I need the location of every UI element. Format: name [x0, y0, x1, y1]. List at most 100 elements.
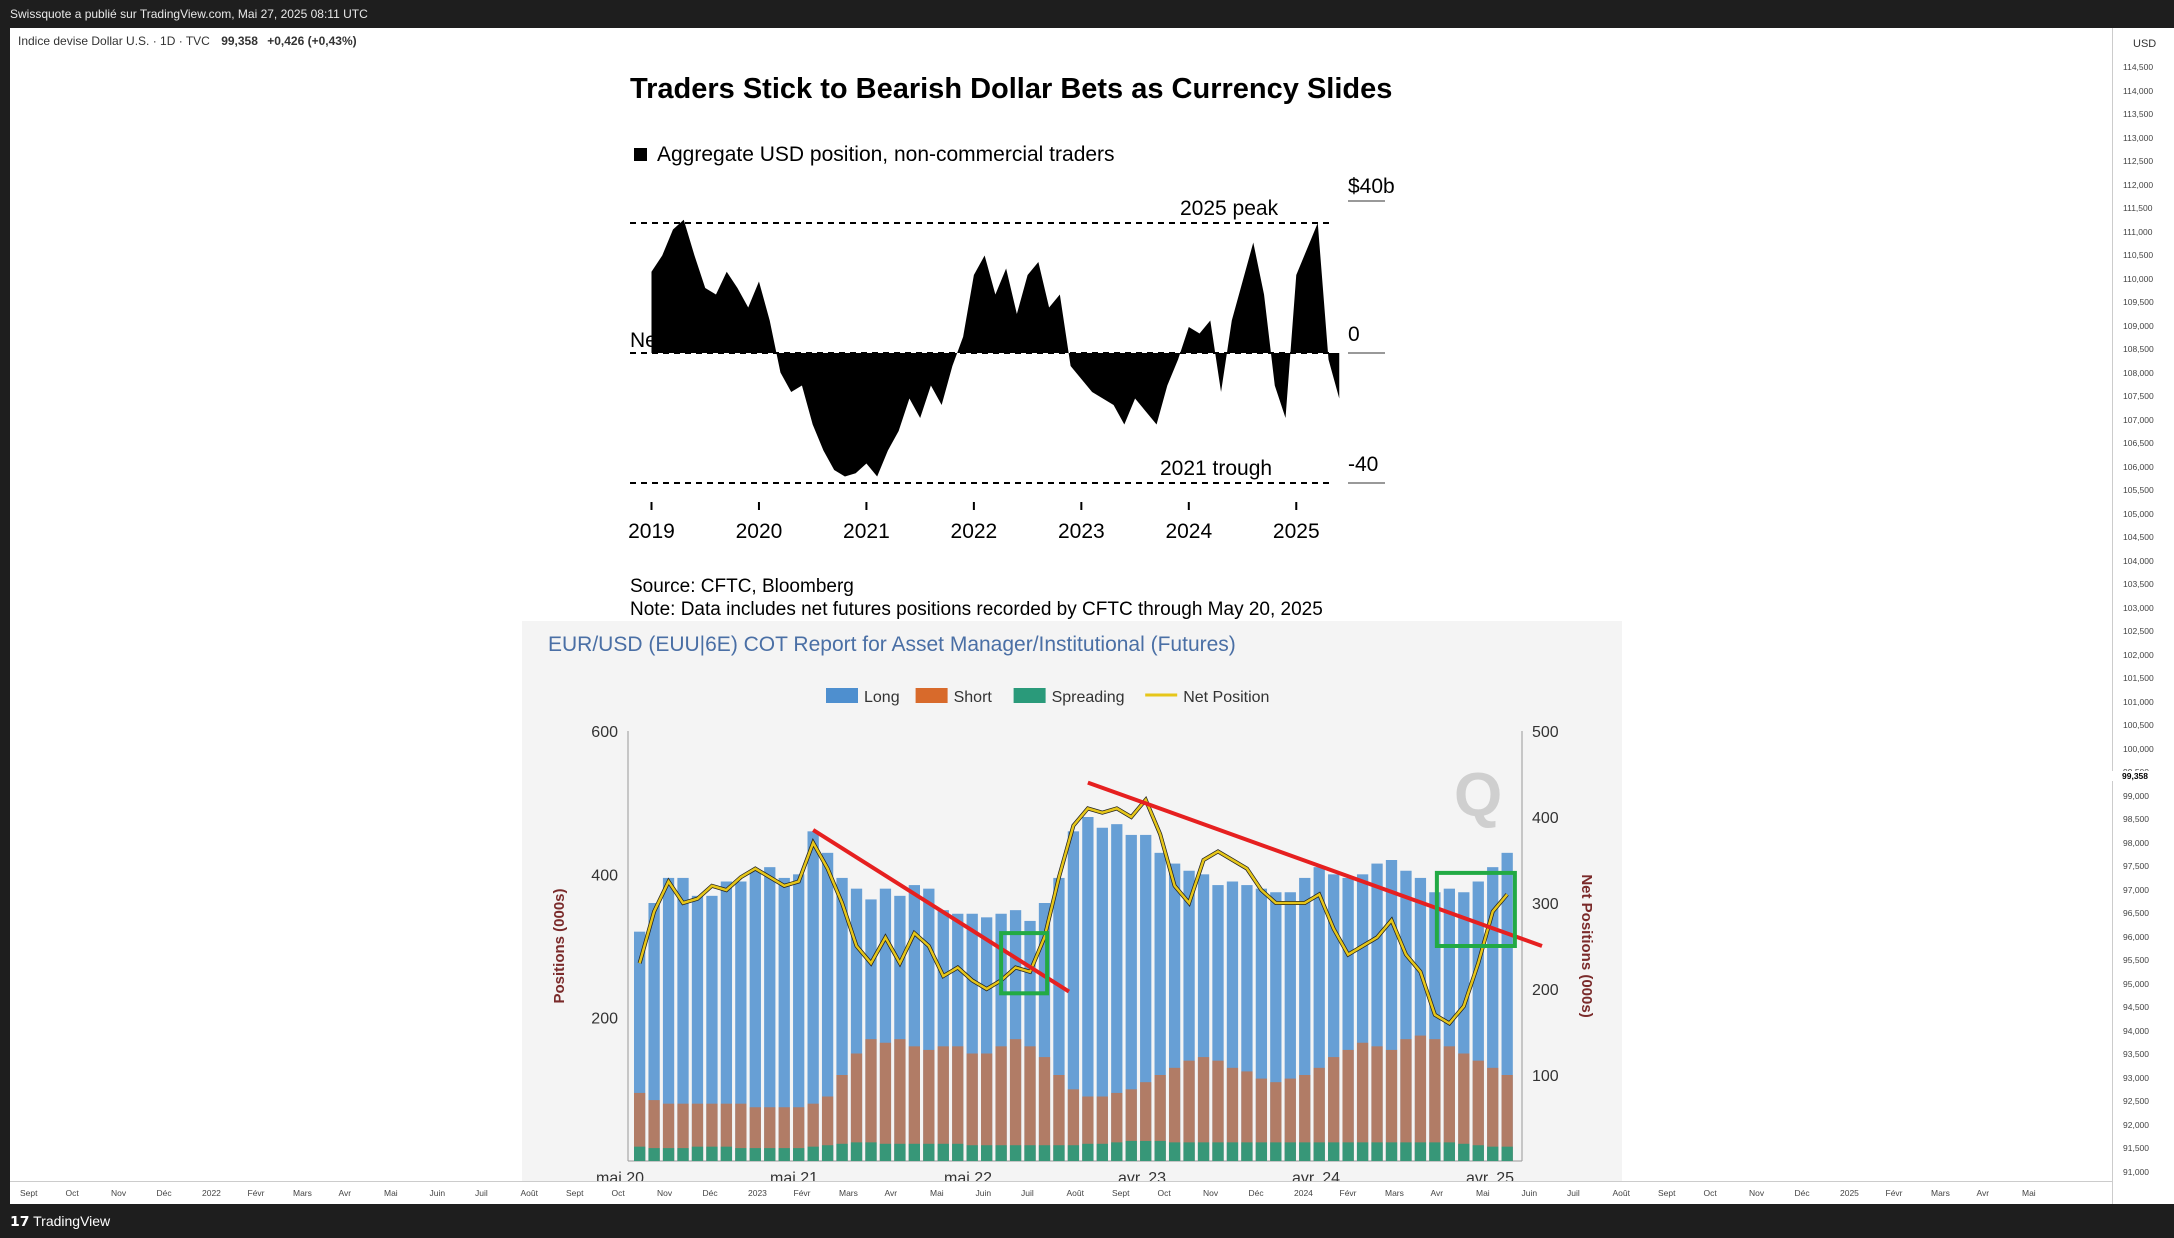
long-bar: [1400, 870, 1412, 1161]
short-bar: [1067, 1089, 1080, 1161]
long-bar: [1226, 881, 1239, 1161]
price-tick: 98,000: [2123, 837, 2149, 848]
long-bar: [1284, 892, 1296, 1161]
short-bar: [937, 1046, 949, 1161]
price-tick: 94,500: [2123, 1002, 2149, 1012]
short-bar: [1356, 1042, 1369, 1161]
time-tick: Mars: [1385, 1188, 1404, 1198]
long-bar: [1371, 863, 1383, 1161]
x-tick-label: 2025: [1273, 520, 1320, 543]
chart1-legend-swatch: [634, 148, 647, 161]
time-tick: Mai: [384, 1188, 398, 1198]
short-bar: [1501, 1075, 1513, 1161]
long-bar: [720, 881, 733, 1161]
y-tick-label: -40: [1348, 453, 1378, 476]
footer-brand[interactable]: TradingView: [33, 1213, 111, 1229]
publisher-text: Swissquote a publié sur TradingView.com,…: [10, 7, 368, 21]
long-bar: [807, 831, 819, 1161]
spreading-bar: [1212, 1142, 1224, 1161]
price-tick: 101,000: [2123, 696, 2154, 707]
short-bar: [995, 1046, 1007, 1161]
price-tick: 94,000: [2123, 1025, 2149, 1036]
short-bar: [1429, 1039, 1441, 1161]
short-bar: [1342, 1049, 1354, 1161]
spreading-bar: [1501, 1146, 1513, 1161]
time-tick: Août: [520, 1188, 539, 1198]
long-bar: [1168, 863, 1181, 1161]
time-tick: Févr: [793, 1188, 811, 1198]
x-tick-label: 2020: [736, 520, 783, 543]
spreading-bar: [1472, 1145, 1484, 1161]
long-bar: [1038, 903, 1051, 1161]
long-bar: [1140, 834, 1152, 1161]
time-axis[interactable]: Sept Oct Nov Déc 2022 Févr Mars Avr Mai Juin Juil A…: [10, 1181, 2112, 1205]
short-bar: [634, 1092, 646, 1161]
short-bar: [1458, 1053, 1470, 1161]
time-tick: Mai: [1476, 1188, 1490, 1198]
spreading-bar: [1299, 1142, 1311, 1161]
tradingview-logo-icon[interactable]: 𝟭𝟳: [10, 1213, 30, 1229]
time-tick: Sept: [20, 1188, 38, 1198]
short-bar: [1414, 1035, 1427, 1161]
long-bar: [1197, 874, 1210, 1161]
time-tick: Févr: [1339, 1188, 1357, 1198]
long-bar: [1053, 877, 1065, 1161]
time-tick: Avr: [884, 1188, 898, 1198]
long-bar: [908, 885, 920, 1161]
price-tick: 114,500: [2123, 62, 2154, 72]
time-tick: Mai: [2022, 1188, 2036, 1198]
price-tick: 105,500: [2123, 485, 2154, 495]
time-tick: Déc: [1794, 1188, 1810, 1198]
spreading-bar: [879, 1143, 892, 1161]
chart-pane[interactable]: Indice devise Dollar U.S. · 1D · TVC 99,…: [10, 28, 2112, 1204]
symbol-name[interactable]: Indice devise Dollar U.S. · 1D · TVC: [18, 34, 210, 48]
spreading-bar: [1371, 1142, 1383, 1161]
price-tick: 104,000: [2123, 555, 2154, 566]
short-bar: [1096, 1096, 1108, 1161]
long-bar: [1082, 817, 1094, 1161]
price-tick: 99,000: [2123, 790, 2149, 801]
time-tick: Mai: [930, 1188, 944, 1198]
price-tick: 102,000: [2123, 649, 2154, 660]
x-tick-label: 2022: [951, 520, 998, 543]
long-bar: [894, 895, 906, 1161]
legend-swatch: [915, 688, 948, 703]
price-tick: 112,000: [2123, 179, 2154, 190]
legend-label: Long: [864, 689, 900, 706]
spreading-bar: [966, 1145, 978, 1161]
spreading-bar: [1096, 1143, 1108, 1161]
spreading-bar: [1255, 1142, 1268, 1161]
spreading-bar: [1487, 1146, 1499, 1161]
last-price-label: 99,358: [2112, 771, 2174, 781]
spreading-bar: [1414, 1142, 1427, 1161]
spreading-bar: [1400, 1142, 1412, 1161]
currency-label: USD: [2133, 38, 2157, 50]
spreading-bar: [749, 1148, 761, 1161]
price-axis[interactable]: USD 114,500 114,000 113,500 113,000 112,500 1…: [2112, 28, 2174, 1204]
long-bar: [1356, 874, 1369, 1161]
spreading-bar: [1053, 1145, 1065, 1161]
long-bar: [1313, 867, 1325, 1161]
short-bar: [1371, 1046, 1383, 1161]
symbol-legend[interactable]: Indice devise Dollar U.S. · 1D · TVC 99,…: [18, 34, 357, 48]
reference-label: 2025 peak: [1180, 197, 1279, 220]
short-bar: [735, 1103, 747, 1161]
x-tick-label: 2021: [843, 520, 890, 543]
spreading-bar: [735, 1148, 747, 1161]
time-tick: Sept: [566, 1188, 584, 1198]
short-bar: [691, 1103, 704, 1161]
time-tick: 2022: [202, 1188, 221, 1198]
short-bar: [865, 1039, 877, 1161]
long-bar: [793, 874, 805, 1161]
spreading-bar: [1009, 1145, 1022, 1161]
price-tick: 100,000: [2123, 743, 2154, 754]
spreading-bar: [850, 1142, 863, 1161]
spreading-bar: [1429, 1142, 1441, 1161]
price-tick: 104,500: [2123, 532, 2154, 542]
long-bar: [952, 913, 964, 1161]
short-bar: [1111, 1092, 1123, 1161]
price-tick: 103,500: [2123, 579, 2154, 589]
y-left-label: Positions (000s): [551, 888, 568, 1003]
long-bar: [1154, 852, 1166, 1161]
long-bar: [995, 913, 1007, 1161]
